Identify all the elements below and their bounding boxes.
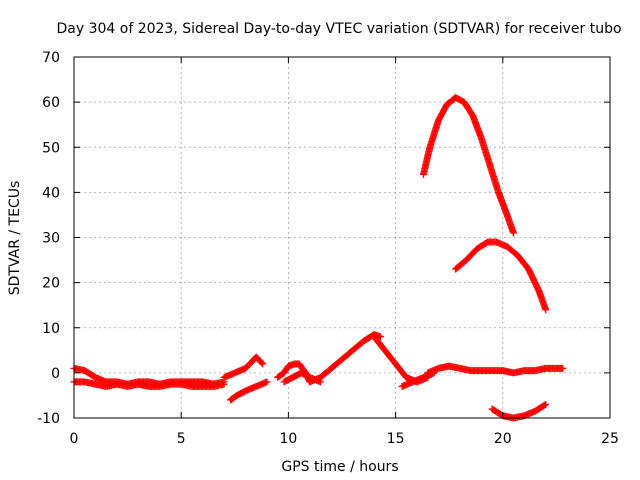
series-main-band-lower: [70, 378, 228, 390]
y-tick-label: 0: [51, 366, 60, 382]
data-point: [540, 401, 548, 409]
y-tick-label: 30: [42, 231, 60, 247]
y-tick-label: -10: [37, 411, 60, 427]
y-tick-label: 50: [42, 140, 60, 156]
data-point: [542, 306, 550, 314]
data-point: [258, 359, 266, 367]
data-point: [377, 333, 385, 341]
x-tick-label: 10: [279, 431, 297, 447]
y-tick-label: 20: [42, 276, 60, 292]
series-low-band-15.5-17: [398, 369, 438, 390]
x-tick-label: 20: [494, 431, 512, 447]
data-point: [220, 380, 228, 388]
data-point: [510, 229, 518, 237]
series-segment-7.3-9: [227, 378, 271, 404]
series-bump-16.5-23: [424, 362, 567, 377]
grid-lines: [74, 57, 610, 418]
x-axis-ticks: 0 5 10 15 20 25: [70, 57, 619, 447]
data-point: [542, 400, 550, 408]
series-arc-16.3-20.5: [419, 94, 518, 237]
data-point: [559, 364, 567, 372]
y-tick-label: 70: [42, 50, 60, 66]
y-axis-label: SDTVAR / TECUs: [7, 181, 23, 296]
y-tick-label: 10: [42, 321, 60, 337]
x-tick-label: 15: [387, 431, 405, 447]
series-rise-11.5-14: [306, 331, 385, 386]
y-tick-label: 60: [42, 95, 60, 111]
series-segment-7-8.5: [220, 353, 267, 381]
x-tick-label: 0: [70, 431, 79, 447]
x-tick-label: 25: [601, 431, 619, 447]
chart-title: Day 304 of 2023, Sidereal Day-to-day VTE…: [56, 21, 621, 37]
y-axis-ticks: -10 0 10 20 30 40 50 60 70: [37, 50, 610, 427]
x-axis-label: GPS time / hours: [281, 459, 398, 475]
y-tick-label: 40: [42, 185, 60, 201]
data-point: [259, 360, 267, 368]
data-point: [263, 378, 271, 386]
series-arc-17.8-22: [452, 238, 550, 314]
plot-area: [70, 94, 567, 422]
x-tick-label: 5: [177, 431, 186, 447]
